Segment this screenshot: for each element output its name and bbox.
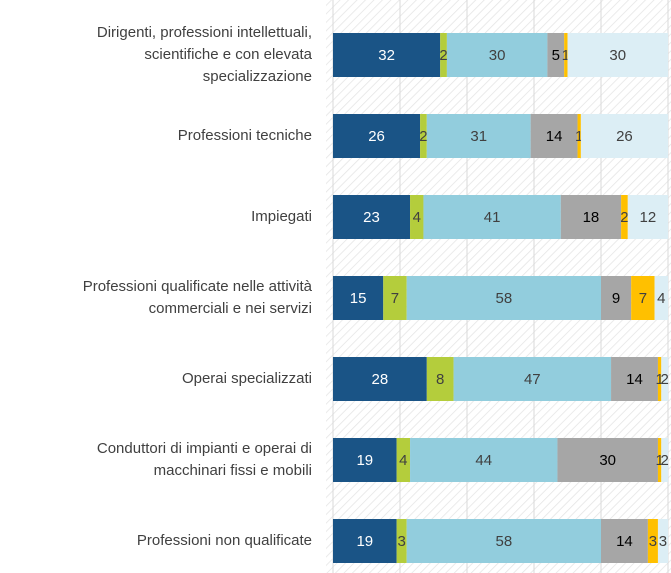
data-label: 1 <box>575 128 583 145</box>
data-label: 3 <box>649 533 657 550</box>
bar-segment <box>564 33 568 77</box>
bar-segment <box>601 519 648 563</box>
bar-segment <box>383 276 407 320</box>
data-label: 41 <box>484 209 501 226</box>
bar-segment <box>627 195 668 239</box>
bar-segment <box>547 33 565 77</box>
data-label: 5 <box>552 47 560 64</box>
data-label: 8 <box>436 371 444 388</box>
data-label: 18 <box>583 209 600 226</box>
category-label: Dirigenti, professioni intellettuali, sc… <box>96 24 312 85</box>
data-label: 30 <box>489 47 506 64</box>
data-label: 2 <box>439 47 447 64</box>
data-label: 14 <box>626 371 643 388</box>
bar-segment <box>654 276 668 320</box>
bar-segment <box>420 114 427 158</box>
category-label: Professioni tecniche <box>177 127 312 144</box>
category-label: Operai specializzati <box>181 370 312 387</box>
category-label: Professioni qualificate nelle attività c… <box>82 278 312 317</box>
bar-segment <box>580 114 668 158</box>
data-label: 7 <box>639 290 647 307</box>
data-label: 4 <box>657 290 665 307</box>
data-label: 9 <box>612 290 620 307</box>
data-label: 1 <box>655 371 663 388</box>
bar-segment <box>577 114 581 158</box>
bar-segment <box>426 357 454 401</box>
bar-segment <box>453 357 612 401</box>
bar-segment <box>410 438 558 482</box>
bar-segment <box>446 33 548 77</box>
bar-segment <box>657 519 668 563</box>
bar-segment <box>423 195 561 239</box>
bar-segment <box>567 33 668 77</box>
bar-segment <box>647 519 658 563</box>
bar-segment <box>631 276 655 320</box>
data-label: 30 <box>599 452 616 469</box>
bar-segment <box>333 114 421 158</box>
data-label: 14 <box>616 533 633 550</box>
data-label: 14 <box>546 128 563 145</box>
bar-segment <box>406 276 601 320</box>
bar-segment <box>333 195 411 239</box>
bar-segment <box>601 276 632 320</box>
bar-segment <box>396 519 407 563</box>
data-label: 1 <box>655 452 663 469</box>
bar-segment <box>530 114 578 158</box>
bar-segment <box>333 276 384 320</box>
data-label: 19 <box>356 452 373 469</box>
bar-segment <box>657 438 662 482</box>
bar-segment <box>396 438 411 482</box>
data-label: 26 <box>616 128 633 145</box>
bar-segment <box>410 195 424 239</box>
bar-segment <box>661 438 668 482</box>
bar-segment <box>557 438 658 482</box>
data-label: 2 <box>660 371 668 388</box>
data-label: 30 <box>609 47 626 64</box>
data-label: 26 <box>368 128 385 145</box>
data-label: 31 <box>470 128 487 145</box>
data-label: 44 <box>475 452 492 469</box>
bar-segment <box>621 195 628 239</box>
data-label: 2 <box>660 452 668 469</box>
bar-segment <box>333 357 427 401</box>
bar-segment <box>560 195 622 239</box>
data-label: 4 <box>399 452 407 469</box>
data-label: 23 <box>363 209 380 226</box>
bar-segment <box>661 357 668 401</box>
data-label: 15 <box>350 290 367 307</box>
bar-segment <box>333 519 397 563</box>
data-label: 12 <box>640 209 657 226</box>
bar-segment <box>406 519 601 563</box>
data-label: 4 <box>413 209 421 226</box>
data-label: 19 <box>356 533 373 550</box>
data-label: 3 <box>659 533 667 550</box>
bar-segment <box>657 357 662 401</box>
category-label: Professioni non qualificate <box>136 532 312 549</box>
category-label: Impiegati <box>251 208 312 225</box>
category-label: Conduttori di impianti e operai di macch… <box>96 440 312 479</box>
bar-segment <box>426 114 531 158</box>
data-label: 58 <box>496 290 513 307</box>
data-label: 2 <box>419 128 427 145</box>
data-label: 47 <box>524 371 541 388</box>
data-label: 2 <box>620 209 628 226</box>
bar-segment <box>333 33 441 77</box>
data-label: 58 <box>496 533 513 550</box>
bar-segment <box>333 438 397 482</box>
data-label: 28 <box>372 371 389 388</box>
data-label: 32 <box>378 47 395 64</box>
data-label: 3 <box>398 533 406 550</box>
bar-segment <box>440 33 447 77</box>
bar-segment <box>611 357 658 401</box>
data-label: 7 <box>391 290 399 307</box>
data-label: 1 <box>562 47 570 64</box>
